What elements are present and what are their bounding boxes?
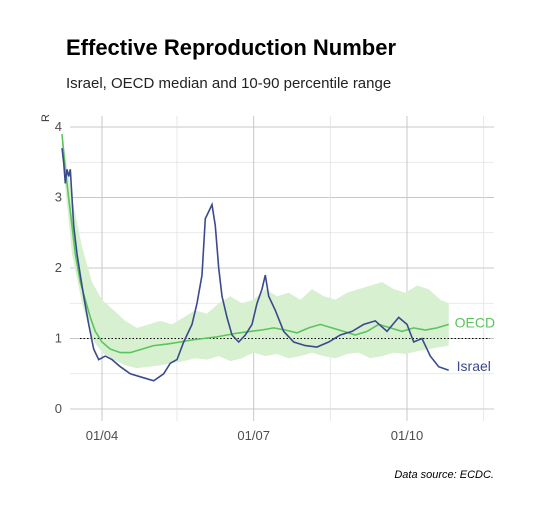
x-axis-ticks: 01/04 01/07 01/10 bbox=[86, 428, 424, 443]
series-label-oecd: OECD bbox=[455, 314, 495, 330]
y-tick-label: 1 bbox=[55, 331, 62, 346]
y-axis-ticks: 0 1 2 3 4 bbox=[55, 119, 62, 416]
series-line-oecd bbox=[61, 134, 449, 354]
series-label-israel: Israel bbox=[457, 358, 491, 374]
y-tick-label: 2 bbox=[55, 260, 62, 275]
data-source-caption: Data source: ECDC. bbox=[394, 469, 494, 481]
x-tick-label: 01/07 bbox=[237, 428, 270, 443]
oecd-percentile-band bbox=[62, 134, 449, 369]
y-tick-label: 3 bbox=[55, 190, 62, 205]
chart-subtitle: Israel, OECD median and 10-90 percentile… bbox=[66, 75, 392, 92]
series-line-israel bbox=[61, 148, 449, 382]
x-tick-label: 01/04 bbox=[86, 428, 119, 443]
x-tick-label: 01/10 bbox=[391, 428, 424, 443]
grid-layer bbox=[70, 116, 494, 421]
y-axis-label: R bbox=[40, 114, 52, 122]
chart-title: Effective Reproduction Number bbox=[66, 35, 397, 60]
y-tick-label: 0 bbox=[55, 401, 62, 416]
y-tick-label: 4 bbox=[55, 119, 62, 134]
